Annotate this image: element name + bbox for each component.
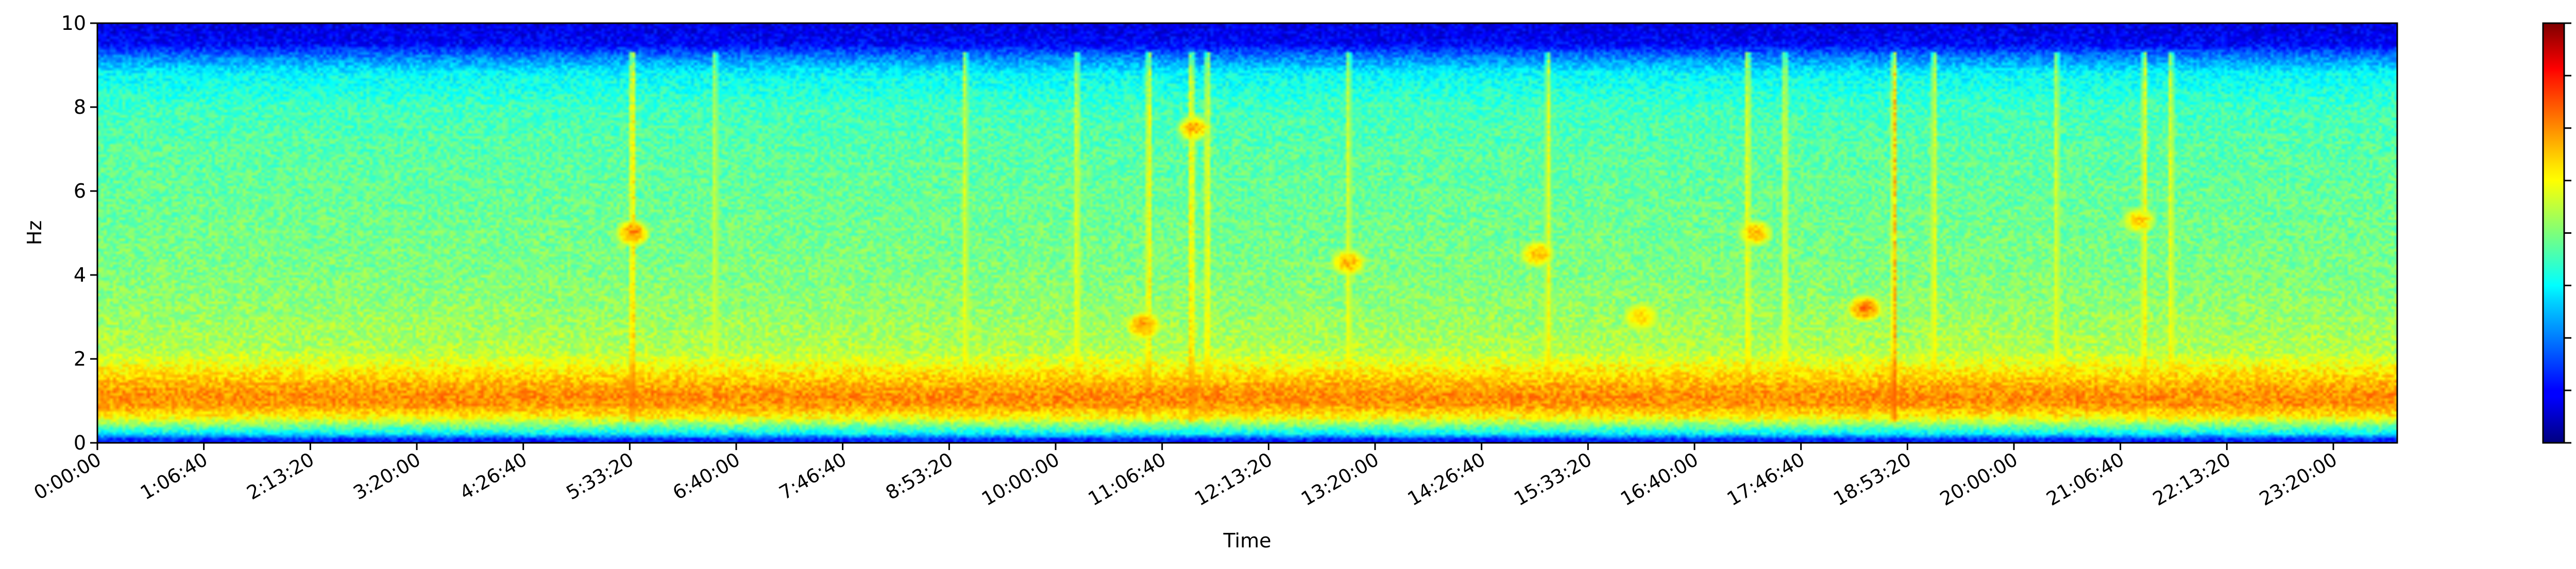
x-tick-label: 7:46:40 — [775, 449, 850, 505]
plot-area: 0:00:00 1:06:40 2:13:20 3:20:00 4:26:40 5:33:… — [23, 12, 2398, 552]
y-axis-label: Hz — [23, 220, 46, 246]
x-tick-label: 5:33:20 — [563, 449, 637, 505]
x-tick-label: 10:00:00 — [978, 449, 1063, 510]
x-tick-label: 11:06:40 — [1084, 449, 1170, 510]
colorbar: +0 dB-10 dB-20 dB-30 dB-40 dB-50 dB-60 d… — [2542, 22, 2571, 444]
y-tick-label: 4 — [74, 264, 86, 286]
colorbar-gradient — [2542, 22, 2565, 444]
y-tick-label: 2 — [74, 348, 86, 370]
x-tick-label: 20:00:00 — [1936, 449, 2021, 510]
y-tick-label: 8 — [74, 96, 86, 118]
x-tick-label: 3:20:00 — [349, 449, 424, 505]
x-tick-label: 23:20:00 — [2256, 449, 2341, 510]
x-tick-label: 8:53:20 — [882, 449, 957, 505]
x-tick-label: 21:06:40 — [2043, 449, 2128, 510]
x-tick-label: 1:06:40 — [137, 449, 211, 505]
x-tick-label: 17:46:40 — [1723, 449, 1808, 510]
y-tick-label: 0 — [74, 432, 86, 454]
plot-frame — [96, 22, 2398, 444]
x-tick-label: 6:40:00 — [669, 449, 743, 505]
x-tick-label: 16:40:00 — [1617, 449, 1702, 510]
x-tick-label: 12:13:20 — [1191, 449, 1276, 510]
x-axis-label: Time — [1223, 529, 1272, 552]
x-tick-label: 22:13:20 — [2149, 449, 2234, 510]
x-tick-label: 0:00:00 — [30, 449, 105, 505]
y-tick-label: 6 — [74, 180, 86, 202]
y-tick-label: 10 — [61, 12, 86, 35]
colorbar-ticks: +0 dB-10 dB-20 dB-30 dB-40 dB-50 dB-60 d… — [2564, 22, 2571, 444]
x-tick-label: 2:13:20 — [243, 449, 318, 505]
x-tick-label: 4:26:40 — [456, 449, 531, 505]
spectrogram-image — [97, 23, 2397, 443]
x-tick-label: 15:33:20 — [1510, 449, 1595, 510]
x-tick-label: 14:26:40 — [1404, 449, 1489, 510]
x-tick-label: 13:20:00 — [1297, 449, 1382, 510]
spectrogram-heatmap — [97, 23, 2397, 443]
x-axis: 0:00:00 1:06:40 2:13:20 3:20:00 4:26:40 5:33:… — [30, 443, 2341, 510]
y-axis: 0 2 4 6 8 10 — [61, 12, 97, 454]
x-tick-label: 18:53:20 — [1829, 449, 1914, 510]
